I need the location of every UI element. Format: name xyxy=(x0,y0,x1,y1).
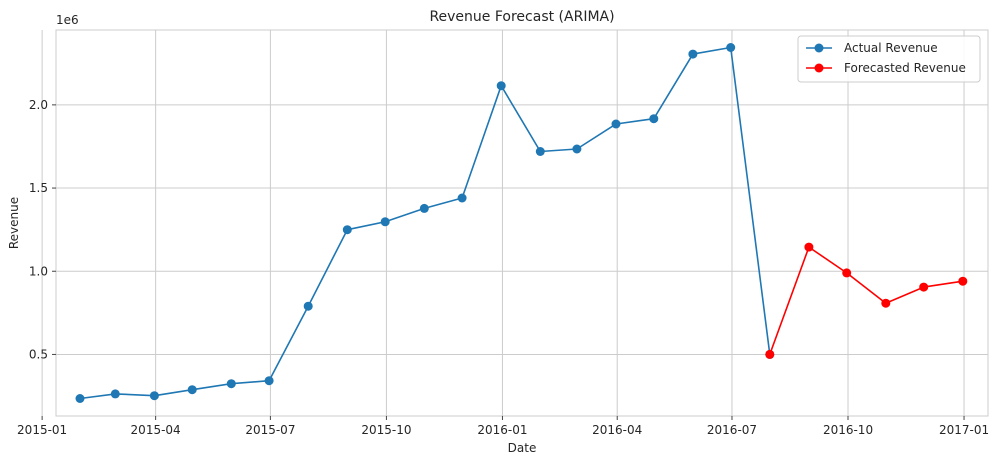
y-axis-ticks: 0.5 1.0 1.5 2.0 xyxy=(29,98,56,361)
data-point-actual-revenue xyxy=(226,379,236,389)
data-point-actual-revenue xyxy=(110,389,120,399)
data-point-actual-revenue xyxy=(535,147,545,156)
series-actual-revenue xyxy=(75,43,775,403)
x-tick-label: 2016-04 xyxy=(592,423,642,437)
legend-box xyxy=(797,35,981,83)
legend-marker-actual xyxy=(814,43,824,53)
plot-frame xyxy=(55,29,989,417)
x-tick-label: 2017-01 xyxy=(939,423,989,437)
y-axis-label: Revenue xyxy=(7,197,21,249)
data-point-actual-revenue xyxy=(726,43,736,52)
data-point-forecasted-revenue xyxy=(958,276,968,286)
data-point-forecasted-revenue xyxy=(881,298,891,308)
data-point-actual-revenue xyxy=(187,385,197,395)
x-tick-label: 2016-01 xyxy=(477,423,527,437)
data-point-actual-revenue xyxy=(457,193,467,203)
data-point-forecasted-revenue xyxy=(842,268,852,278)
data-point-actual-revenue xyxy=(419,203,429,213)
x-axis-ticks: 2015-01 2015-04 2015-07 2015-10 2016-01 2016-… xyxy=(17,416,989,437)
legend-marker-forecast xyxy=(814,63,824,73)
y-tick-label: 1.5 xyxy=(29,181,48,195)
x-tick-label: 2015-04 xyxy=(131,423,181,437)
x-tick-label: 2015-01 xyxy=(17,423,67,437)
data-point-actual-revenue xyxy=(342,225,352,235)
data-point-actual-revenue xyxy=(572,144,582,154)
chart-title: Revenue Forecast (ARIMA) xyxy=(429,9,614,25)
legend-label-actual: Actual Revenue xyxy=(844,41,938,55)
series-line-forecasted-revenue xyxy=(769,246,963,355)
legend: Actual Revenue Forecasted Revenue xyxy=(797,35,981,83)
data-point-actual-revenue xyxy=(688,49,698,59)
data-point-actual-revenue xyxy=(303,301,313,311)
plot-background xyxy=(56,30,988,416)
x-tick-label: 2016-07 xyxy=(707,423,757,437)
y-axis-offset-label: 1e6 xyxy=(56,13,79,27)
data-point-actual-revenue xyxy=(149,391,159,401)
grid-lines xyxy=(41,30,988,416)
data-point-forecasted-revenue xyxy=(765,349,775,359)
data-point-actual-revenue xyxy=(496,81,506,91)
data-point-actual-revenue xyxy=(649,114,659,124)
data-point-forecasted-revenue xyxy=(804,242,814,252)
series-forecasted-revenue xyxy=(765,242,968,359)
y-tick-label: 1.0 xyxy=(29,264,48,278)
x-tick-label: 2016-10 xyxy=(823,423,873,437)
legend-label-forecast: Forecasted Revenue xyxy=(844,61,966,75)
data-point-forecasted-revenue xyxy=(919,282,929,292)
data-point-actual-revenue xyxy=(380,217,390,227)
x-tick-label: 2015-07 xyxy=(245,423,295,437)
x-axis-label: Date xyxy=(508,441,537,455)
data-point-actual-revenue xyxy=(264,376,274,386)
data-point-actual-revenue xyxy=(611,119,621,129)
series-layer xyxy=(75,43,968,403)
y-tick-label: 0.5 xyxy=(29,347,48,361)
y-tick-label: 2.0 xyxy=(29,98,48,112)
data-point-actual-revenue xyxy=(75,394,85,403)
x-tick-label: 2015-10 xyxy=(361,423,411,437)
